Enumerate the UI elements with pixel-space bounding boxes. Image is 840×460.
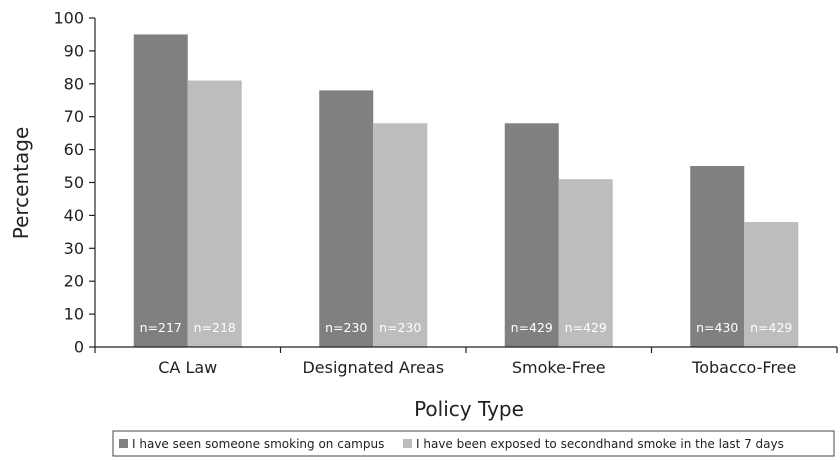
bar-secondhand-smoke xyxy=(187,80,242,347)
bar-seen-smoking xyxy=(690,166,745,347)
x-axis-ticks xyxy=(94,347,838,353)
bar-secondhand-smoke xyxy=(373,123,428,347)
y-tick-label: 30 xyxy=(64,239,84,258)
n-label: n=218 xyxy=(194,320,236,335)
legend: I have seen someone smoking on campus I … xyxy=(112,430,835,457)
y-tick-label: 90 xyxy=(64,41,84,60)
legend-label-seen-smoking: I have seen someone smoking on campus xyxy=(132,437,384,451)
y-tick-label: 10 xyxy=(64,305,84,324)
y-axis-title: Percentage xyxy=(9,127,33,240)
n-label: n=430 xyxy=(696,320,738,335)
x-category-label: Designated Areas xyxy=(302,358,444,377)
n-label: n=230 xyxy=(325,320,367,335)
x-category-label: Tobacco-Free xyxy=(691,358,796,377)
x-category-label: CA Law xyxy=(158,358,217,377)
n-label: n=429 xyxy=(750,320,792,335)
bar-seen-smoking xyxy=(504,123,559,347)
bar-secondhand-smoke xyxy=(558,179,613,347)
n-label: n=429 xyxy=(511,320,553,335)
n-label: n=217 xyxy=(140,320,182,335)
y-tick-label: 20 xyxy=(64,272,84,291)
x-axis-title: Policy Type xyxy=(414,397,524,421)
y-tick-label: 70 xyxy=(64,107,84,126)
y-tick-label: 50 xyxy=(64,173,84,192)
sample-size-labels: n=217 n=218 n=230 n=230 n=429 n=429 n=430 n=429 xyxy=(140,320,793,335)
bar-secondhand-smoke xyxy=(744,221,799,347)
bar-seen-smoking xyxy=(133,34,188,347)
legend-frame xyxy=(112,430,835,457)
legend-swatch-secondhand-smoke xyxy=(403,439,412,448)
x-axis-category-labels: CA Law Designated Areas Smoke-Free Tobacco-… xyxy=(158,358,796,377)
y-tick-label: 80 xyxy=(64,74,84,93)
y-tick-label: 100 xyxy=(53,9,84,28)
legend-label-secondhand-smoke: I have been exposed to secondhand smoke … xyxy=(416,437,784,451)
y-tick-label: 40 xyxy=(64,206,84,225)
x-category-label: Smoke-Free xyxy=(512,358,606,377)
y-axis-ticks: 0 10 20 30 40 50 60 70 80 90 100 xyxy=(53,9,95,357)
n-label: n=230 xyxy=(379,320,421,335)
y-tick-label: 0 xyxy=(74,338,84,357)
bar-seen-smoking xyxy=(319,90,374,347)
y-tick-label: 60 xyxy=(64,140,84,159)
bars xyxy=(133,34,799,347)
legend-swatch-seen-smoking xyxy=(119,439,128,448)
n-label: n=429 xyxy=(565,320,607,335)
